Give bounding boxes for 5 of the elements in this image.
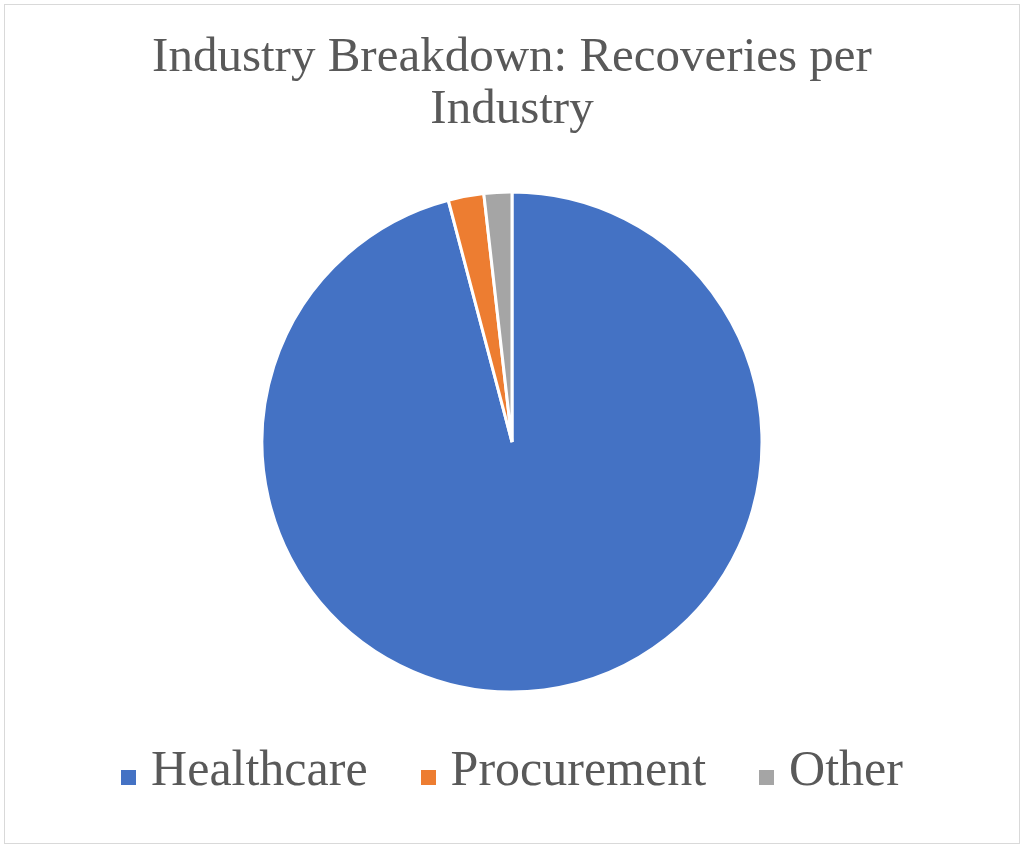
legend-label: Procurement bbox=[450, 740, 707, 796]
legend-label: Other bbox=[789, 740, 903, 796]
legend-label: Healthcare bbox=[151, 740, 368, 796]
pie-slice bbox=[260, 190, 764, 693]
chart-title: Industry Breakdown: Recoveries per Industry bbox=[151, 27, 873, 134]
